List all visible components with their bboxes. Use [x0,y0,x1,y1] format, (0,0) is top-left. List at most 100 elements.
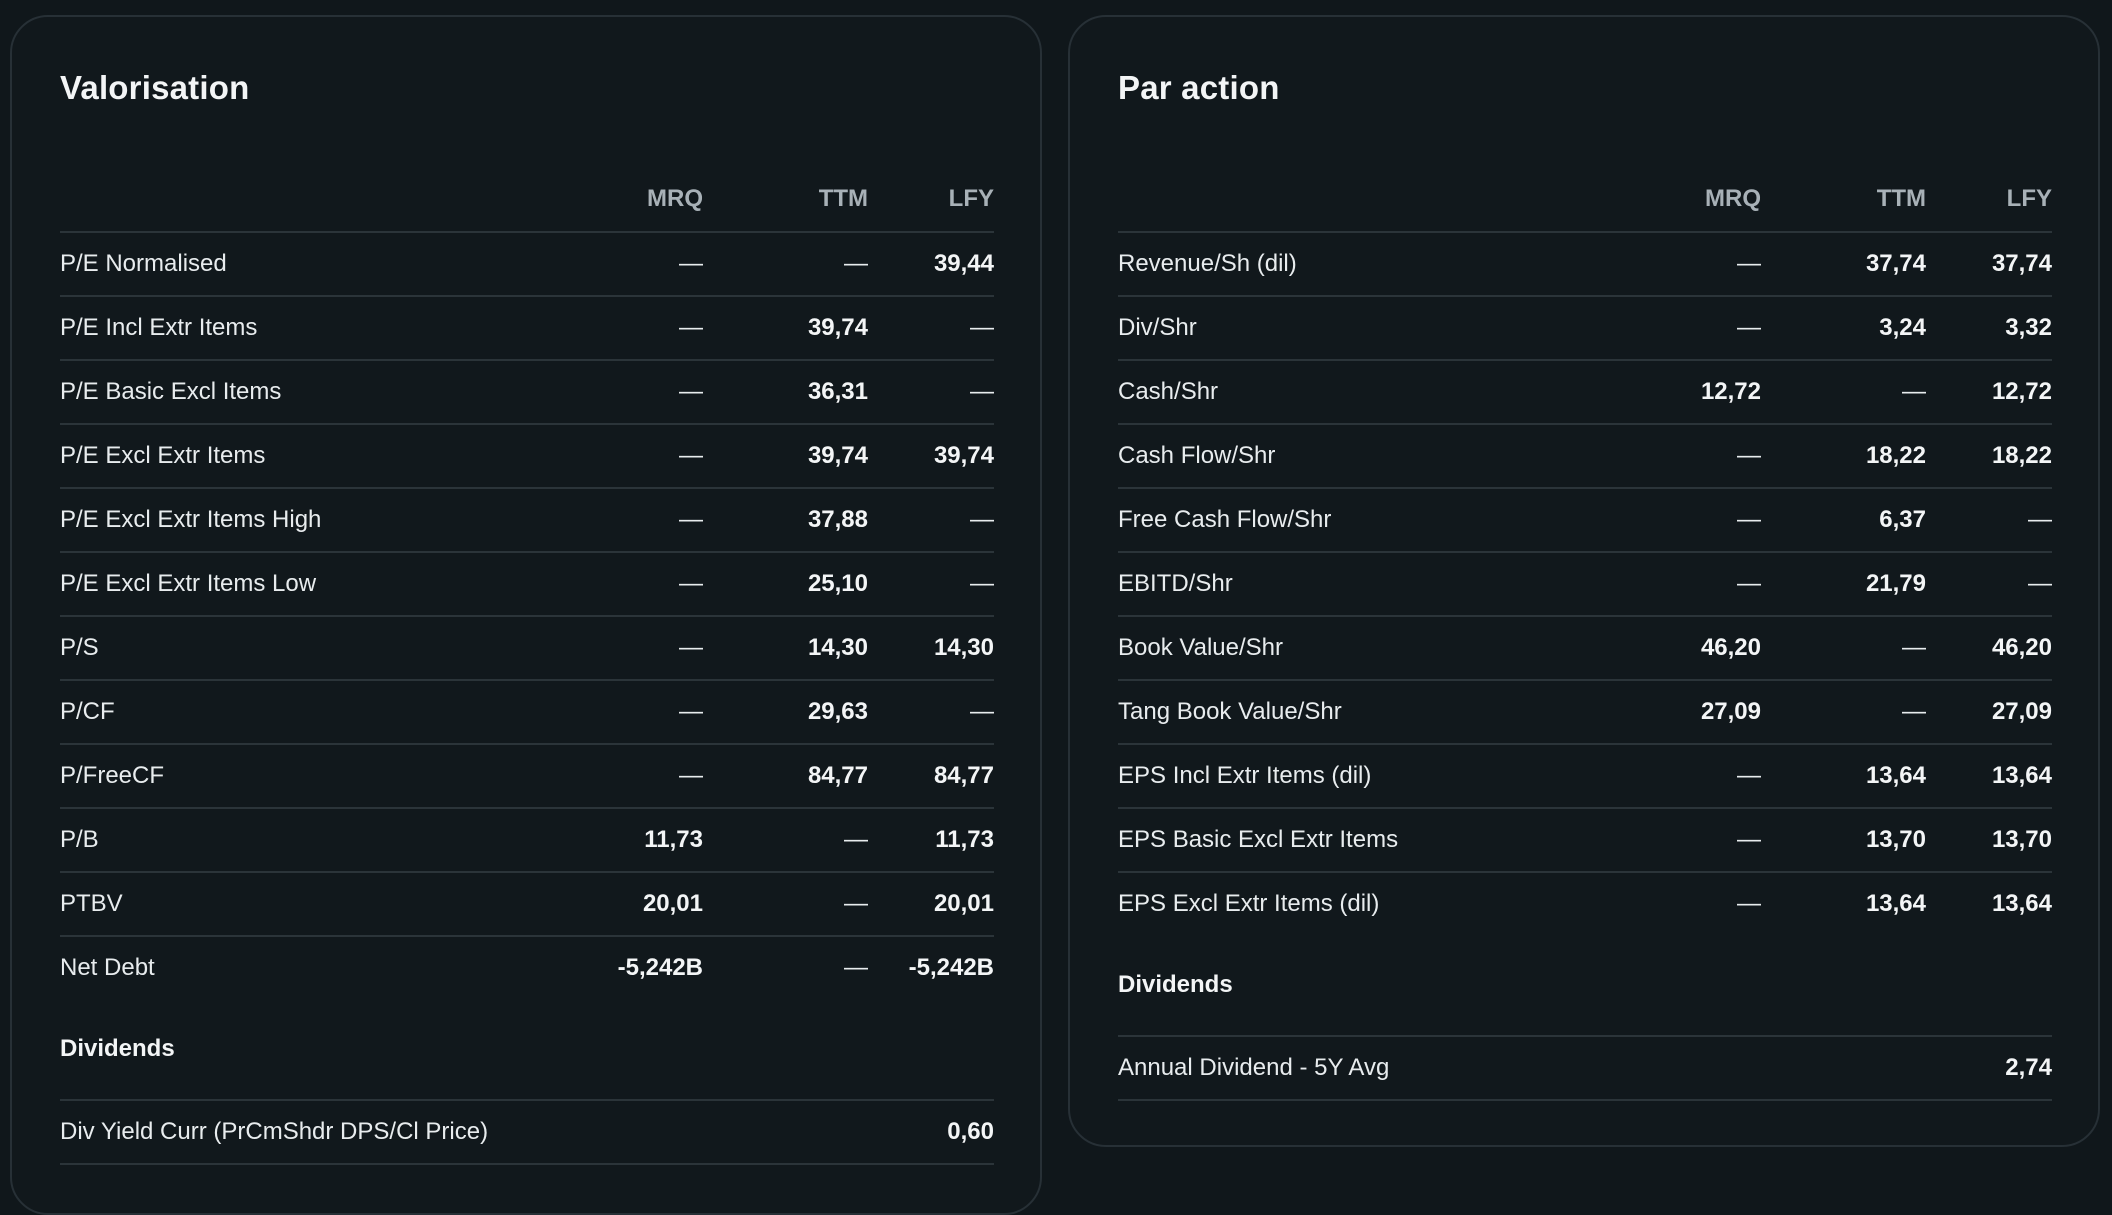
cell-ttm: 13,64 [1761,744,1926,809]
blank-header [60,167,538,233]
table-row: P/E Excl Extr Items —39,74 39,74 [60,424,994,489]
cell-mrq: — [538,232,703,297]
cell-mrq: — [1737,890,1761,917]
dividend-value: 2,74 [1926,1035,2052,1101]
dividend-value: 0,60 [868,1099,994,1165]
par-action-dividends-table: Annual Dividend - 5Y Avg 2,74 [1118,1035,2052,1101]
dividend-row: Annual Dividend - 5Y Avg 2,74 [1118,1035,2052,1101]
table-row: Cash Flow/Shr —18,22 18,22 [1118,424,2052,489]
row-label: EPS Basic Excl Extr Items [1118,808,1596,873]
valorisation-header-row: MRQ TTM LFY [60,167,994,233]
table-row: Div/Shr —3,24 3,32 [1118,296,2052,361]
cell-mrq: — [538,616,703,681]
cell-ttm: 18,22 [1761,424,1926,489]
cell-ttm: 13,64 [1865,890,1926,917]
cell-mrq: — [1596,744,1761,809]
valorisation-title: Valorisation [60,69,250,106]
row-label: P/CF [60,680,538,745]
cell-ttm: 39,74 [703,424,868,489]
cell-mrq: — [538,488,703,553]
row-label: P/E Basic Excl Items [60,360,538,425]
cell-lfy: 27,09 [1926,680,2052,745]
cell-ttm: — [1761,360,1926,425]
cell-mrq: — [1596,552,1761,617]
column-header-ttm: TTM [703,167,868,233]
row-label: PTBV [60,872,538,937]
row-label: EBITD/Shr [1118,552,1596,617]
cell-lfy: — [868,680,994,745]
table-row: P/E Excl Extr Items High —37,88— [60,488,994,553]
cell-lfy: 3,32 [1926,296,2052,361]
par-action-dividends-title: Dividends [1118,971,1233,998]
cell-mrq: — [1596,488,1761,553]
cell-mrq: — [538,552,703,617]
row-label: Cash/Shr [1118,360,1596,425]
cell-ttm: 14,30 [703,616,868,681]
row-label: P/E Incl Extr Items [60,296,538,361]
cell-mrq: — [538,680,703,745]
row-label: P/E Excl Extr Items High [60,488,538,553]
table-row: P/E Basic Excl Items —36,31— [60,360,994,425]
column-header-ttm: TTM [1761,167,1926,233]
row-label: P/S [60,616,538,681]
table-row: P/S —14,30 14,30 [60,616,994,681]
cell-ttm: — [844,954,868,981]
row-label: EPS Excl Extr Items (dil) [1118,890,1380,917]
cell-lfy: — [868,552,994,617]
row-label: P/E Excl Extr Items Low [60,552,538,617]
row-label: Div/Shr [1118,296,1596,361]
cell-ttm: 6,37 [1761,488,1926,553]
table-row: P/B 11,73—11,73 [60,808,994,873]
table-row: EPS Excl Extr Items (dil) — 13,64 13,64 [1118,872,2052,935]
table-row: P/FreeCF —84,77 84,77 [60,744,994,809]
table-row: Book Value/Shr 46,20—46,20 [1118,616,2052,681]
cell-lfy: 12,72 [1926,360,2052,425]
cell-mrq: — [538,744,703,809]
cell-lfy: 46,20 [1926,616,2052,681]
table-row: Tang Book Value/Shr 27,09—27,09 [1118,680,2052,745]
cell-lfy: 13,64 [1991,890,2052,917]
cell-lfy: 13,64 [1926,744,2052,809]
table-row: PTBV 20,01—20,01 [60,872,994,937]
row-label: Cash Flow/Shr [1118,424,1596,489]
column-header-mrq: MRQ [538,167,703,233]
cell-lfy: 11,73 [868,808,994,873]
par-action-title: Par action [1118,69,1280,106]
valorisation-dividends-title: Dividends [60,1035,175,1062]
cell-lfy: 39,74 [868,424,994,489]
cell-lfy: — [1926,488,2052,553]
par-action-card: Par action MRQ TTM LFY Revenue/Sh (dil) —… [1068,15,2100,1147]
valorisation-card: Valorisation MRQ TTM LFY P/E Normalised —… [10,15,1042,1215]
column-header-lfy: LFY [1926,167,2052,233]
cell-lfy: 13,70 [1926,808,2052,873]
cell-ttm: — [1761,680,1926,745]
cell-ttm: 21,79 [1761,552,1926,617]
blank-header [1118,167,1596,233]
table-row: P/CF —29,63— [60,680,994,745]
cell-ttm: 3,24 [1761,296,1926,361]
table-row: P/E Excl Extr Items Low —25,10— [60,552,994,617]
cell-ttm: 29,63 [703,680,868,745]
dividend-label: Div Yield Curr (PrCmShdr DPS/Cl Price) [60,1099,868,1165]
dividend-row: Div Yield Curr (PrCmShdr DPS/Cl Price) 0,… [60,1099,994,1165]
cell-ttm: 39,74 [703,296,868,361]
cell-lfy: — [868,360,994,425]
dividend-label: Annual Dividend - 5Y Avg [1118,1035,1926,1101]
cell-ttm: 36,31 [703,360,868,425]
cell-ttm: — [1761,616,1926,681]
cell-mrq: 20,01 [538,872,703,937]
row-label: P/E Excl Extr Items [60,424,538,489]
row-label: Net Debt [60,954,155,981]
cell-lfy: 39,44 [868,232,994,297]
cell-mrq: — [538,424,703,489]
cell-ttm: — [703,872,868,937]
cell-ttm: — [703,232,868,297]
cell-mrq: — [1596,808,1761,873]
cell-mrq: 11,73 [538,808,703,873]
cell-ttm: 25,10 [703,552,868,617]
table-row: EBITD/Shr —21,79— [1118,552,2052,617]
cell-lfy: 84,77 [868,744,994,809]
cell-mrq: 12,72 [1596,360,1761,425]
row-label: Revenue/Sh (dil) [1118,232,1596,297]
column-header-lfy: LFY [868,167,994,233]
